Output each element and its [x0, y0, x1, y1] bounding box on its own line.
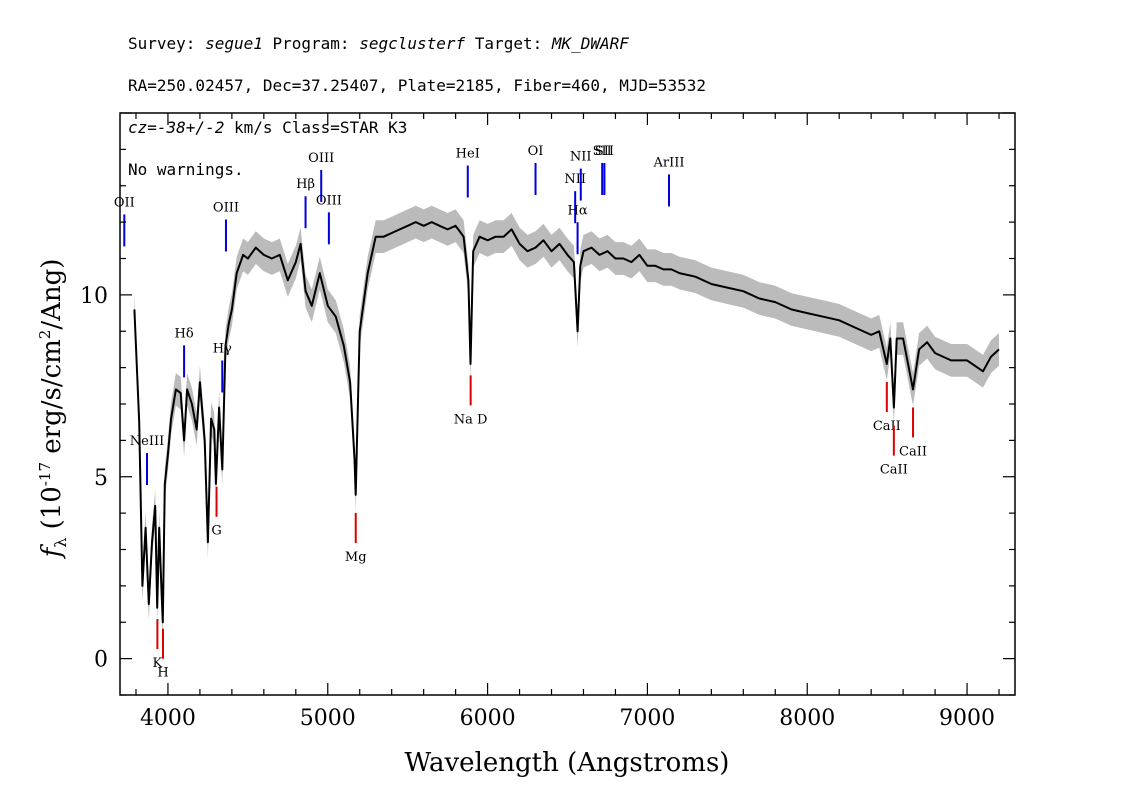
class-info: km/s Class=STAR K3	[224, 118, 408, 137]
absorption-line-label: G	[211, 524, 221, 539]
emission-line-label: ArIII	[652, 155, 684, 170]
program-name: segclusterf	[359, 34, 466, 53]
y-tick-label: 5	[94, 466, 108, 491]
cz-value: =-38+/-2	[147, 118, 225, 137]
absorption-line-label: Na D	[454, 412, 488, 427]
x-tick-label: 8000	[779, 706, 835, 731]
absorption-line-label: Mg	[345, 550, 367, 565]
y-axis-title: fλ (10-17 erg/s/cm2/Ang)	[36, 259, 70, 560]
x-tick-label: 5000	[300, 706, 356, 731]
x-tick-label: 9000	[939, 706, 995, 731]
emission-line-label: SII	[593, 144, 612, 159]
x-tick-label: 4000	[140, 706, 196, 731]
x-axis-ticks: 4000 5000 6000 7000 8000 9000	[135, 113, 1000, 731]
target-name: MK_DWARF	[551, 34, 629, 53]
absorption-line-label: H	[157, 666, 168, 681]
flux-line	[133, 221, 1000, 624]
emission-line-label: Hβ	[296, 177, 315, 192]
header-line-warnings: No warnings.	[128, 160, 244, 179]
emission-line-label: OIII	[308, 151, 334, 166]
absorption-line-label: CaII	[873, 419, 901, 434]
emission-line-label: NII	[570, 150, 592, 165]
emission-line-label: OIII	[213, 201, 239, 216]
survey-name: segue1	[205, 34, 263, 53]
header-line-redshift: cz=-38+/-2 km/s Class=STAR K3	[128, 117, 706, 138]
x-tick-label: 7000	[619, 706, 675, 731]
emission-line-label: OI	[528, 144, 544, 159]
spectrum-header: Survey: segue1 Program: segclusterf Targ…	[128, 12, 706, 201]
flux-error-band	[134, 205, 999, 639]
absorption-line-label: CaII	[880, 463, 908, 478]
emission-line-label: Hδ	[175, 326, 194, 341]
x-axis-title: Wavelength (Angstroms)	[405, 748, 730, 778]
y-tick-label: 0	[94, 648, 108, 673]
emission-line-label: Hγ	[213, 341, 232, 356]
emission-line-label: Hα	[568, 203, 588, 218]
emission-line-label: NeIII	[130, 434, 164, 449]
absorption-line-label: K	[153, 656, 163, 671]
emission-line-label: NII	[564, 172, 586, 187]
emission-line-label: OII	[114, 195, 135, 210]
y-axis-ticks: 0 5 10	[80, 112, 1015, 696]
cz-label: cz	[128, 118, 148, 137]
header-line-coordinates: RA=250.02457, Dec=37.25407, Plate=2185, …	[128, 76, 706, 95]
x-tick-label: 6000	[460, 706, 516, 731]
absorption-line-label: CaII	[899, 444, 927, 459]
emission-line-label: SII	[595, 144, 614, 159]
y-tick-label: 10	[80, 284, 108, 309]
emission-line-label: OIII	[316, 193, 342, 208]
header-line-survey: Survey: segue1 Program: segclusterf Targ…	[128, 34, 629, 53]
emission-line-label: HeI	[456, 147, 480, 162]
plot-frame	[119, 112, 1016, 696]
